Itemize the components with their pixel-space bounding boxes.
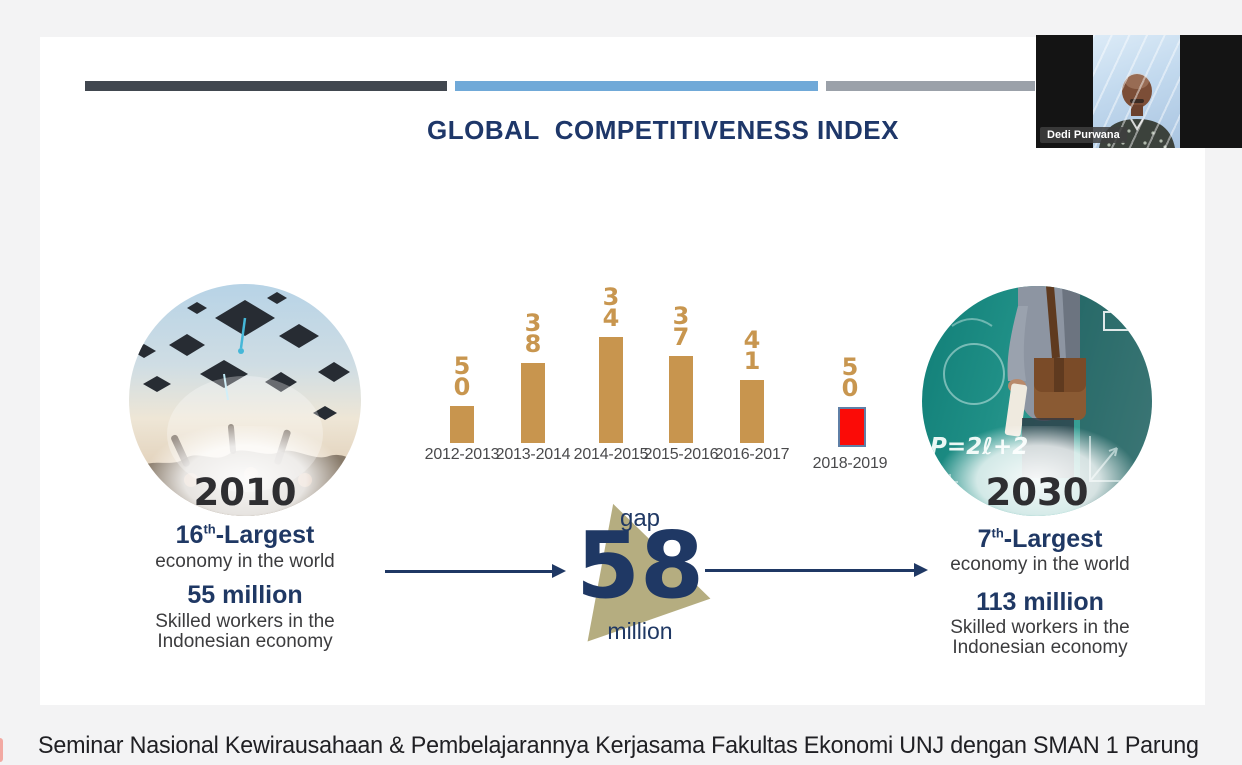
- left-rank-caption: economy in the world: [155, 551, 335, 572]
- slide-title: GLOBAL COMPETITIVENESS INDEX: [427, 115, 899, 145]
- accent-bar-blue: [455, 81, 818, 91]
- right-headcount-caption-2: Indonesian economy: [952, 637, 1128, 658]
- arrow-right-head: [914, 563, 928, 577]
- accent-bar-gray: [826, 81, 1035, 91]
- left-rank-number: 16: [175, 521, 204, 549]
- left-headcount-caption-2: Indonesian economy: [157, 631, 333, 652]
- left-rank-ordinal: th: [203, 521, 216, 537]
- photo-teacher-2030: P=2ℓ+2 2030: [922, 286, 1152, 516]
- right-rank-caption: economy in the world: [950, 554, 1130, 575]
- right-rank-number: 7: [977, 525, 992, 553]
- right-rank-heading: 7th-Largest: [910, 525, 1170, 554]
- right-headcount: 113 million: [976, 588, 1104, 616]
- webcam-video: [1093, 35, 1180, 148]
- gap-label: gap: [619, 505, 661, 532]
- left-headcount-caption-1: Skilled workers in the: [155, 611, 335, 632]
- gap-number: 58: [575, 512, 705, 619]
- left-headcount: 55 million: [187, 581, 303, 609]
- year-label-2030: 2030: [985, 471, 1089, 514]
- arrow-left-line: [385, 570, 553, 573]
- accent-bar-dark: [85, 81, 447, 91]
- arrow-left-head: [552, 564, 566, 578]
- right-headcount-caption-1: Skilled workers in the: [950, 617, 1130, 638]
- photo-graduation-2010: 2010: [129, 284, 361, 516]
- red-edge-marker: [0, 738, 3, 762]
- year-fade: [942, 426, 1134, 516]
- video-caption: Seminar Nasional Kewirausahaan & Pembela…: [38, 732, 1199, 759]
- arrow-right-line: [705, 569, 915, 572]
- participant-name-label: Dedi Purwana: [1040, 127, 1127, 143]
- right-rank-suffix: -Largest: [1003, 525, 1103, 553]
- left-rank-heading: 16th-Largest: [115, 521, 375, 550]
- webcam-overlay[interactable]: Dedi Purwana: [1036, 35, 1242, 148]
- year-label-2010: 2010: [193, 471, 297, 514]
- gap-unit-label: million: [607, 618, 673, 644]
- right-rank-ordinal: th: [991, 525, 1004, 541]
- left-rank-suffix: -Largest: [215, 521, 315, 549]
- year-fade: [149, 426, 341, 516]
